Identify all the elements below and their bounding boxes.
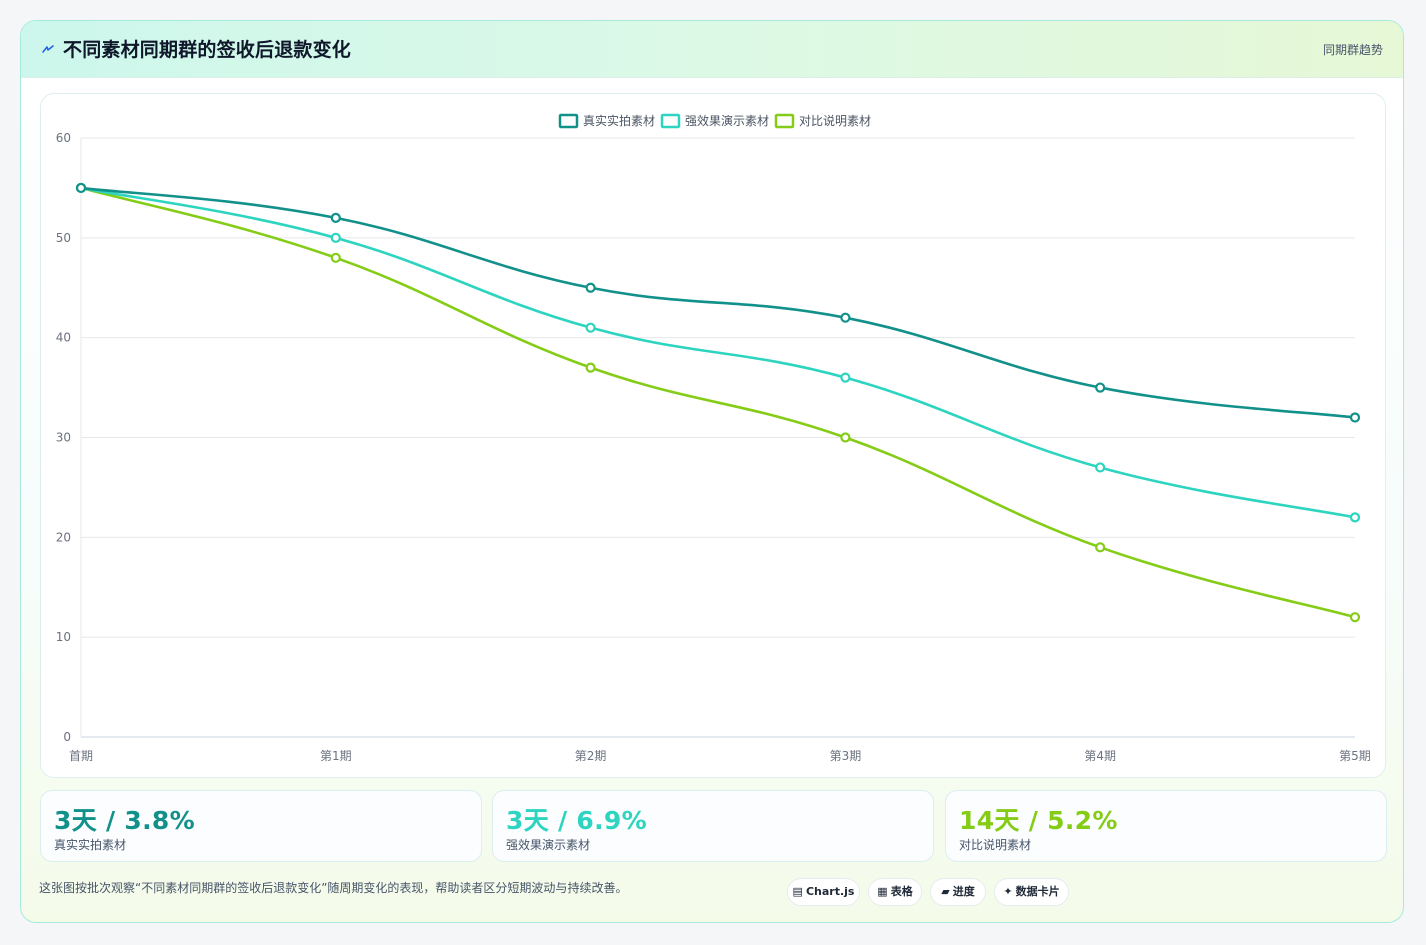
legend-swatch bbox=[774, 113, 795, 129]
chart-icon: ▤ bbox=[792, 885, 803, 898]
data-point bbox=[330, 232, 341, 243]
x-tick-label: 首期 bbox=[69, 749, 93, 763]
legend-swatch bbox=[660, 113, 681, 129]
badge-data-card[interactable]: ✦ 数据卡片 bbox=[994, 878, 1069, 906]
card-header: 不同素材同期群的签收后退款变化 同期群趋势 bbox=[21, 21, 1403, 78]
data-point bbox=[1095, 462, 1106, 473]
badge-label: Chart.js bbox=[805, 885, 855, 898]
data-point bbox=[330, 212, 341, 223]
progress-icon: ▰ bbox=[941, 885, 950, 898]
data-point bbox=[585, 282, 596, 293]
y-tick-label: 10 bbox=[56, 630, 71, 644]
y-tick-label: 50 bbox=[56, 231, 71, 245]
data-point bbox=[585, 362, 596, 373]
stat-card-compare: 14天 / 5.2% 对比说明素材 bbox=[945, 790, 1387, 862]
badge-progress[interactable]: ▰ 进度 bbox=[930, 878, 986, 906]
stat-value: 3天 / 3.8% bbox=[54, 806, 195, 835]
series-line bbox=[80, 186, 1356, 419]
badge-table[interactable]: ▦ 表格 bbox=[868, 878, 922, 906]
stat-card-demo: 3天 / 6.9% 强效果演示素材 bbox=[492, 790, 934, 862]
series-line bbox=[80, 186, 1356, 519]
badge-label: 进度 bbox=[952, 885, 975, 898]
data-point bbox=[1349, 612, 1361, 623]
y-tick-label: 0 bbox=[63, 730, 71, 744]
data-point bbox=[1095, 382, 1106, 393]
chart-title: 不同素材同期群的签收后退款变化 bbox=[63, 39, 352, 61]
badge-chartjs[interactable]: ▤ Chart.js bbox=[787, 878, 860, 906]
sparkle-icon: ✦ bbox=[1003, 885, 1013, 898]
stat-label: 强效果演示素材 bbox=[506, 838, 591, 852]
x-tick-label: 第4期 bbox=[1084, 749, 1116, 763]
x-tick-label: 第2期 bbox=[575, 749, 607, 763]
data-point bbox=[1349, 512, 1361, 523]
stat-card-real: 3天 / 3.8% 真实实拍素材 bbox=[40, 790, 482, 862]
legend-label: 对比说明素材 bbox=[799, 113, 871, 128]
chart-panel: 0 10 20 30 40 50 60 首期 第1期 第2期 第3期 第4期 第5期 真实实拍素材 强效果演… bbox=[40, 93, 1386, 778]
data-point bbox=[840, 372, 851, 383]
data-point bbox=[840, 432, 851, 443]
lightning-icon bbox=[42, 45, 54, 53]
data-point bbox=[75, 182, 87, 194]
legend-swatch bbox=[558, 113, 579, 129]
data-point bbox=[330, 252, 341, 263]
chart-card: 不同素材同期群的签收后退款变化 同期群趋势 0 10 20 30 40 50 60 首期 第1期… bbox=[20, 20, 1404, 923]
x-tick-label: 第3期 bbox=[830, 749, 862, 763]
legend-label: 真实实拍素材 bbox=[583, 113, 655, 128]
stat-value: 14天 / 5.2% bbox=[959, 806, 1118, 835]
stat-label: 真实实拍素材 bbox=[54, 838, 127, 852]
y-tick-label: 40 bbox=[56, 331, 71, 345]
badge-label: 数据卡片 bbox=[1015, 885, 1060, 898]
y-tick-label: 60 bbox=[56, 131, 71, 145]
y-tick-label: 20 bbox=[56, 530, 71, 544]
data-point bbox=[840, 312, 851, 323]
y-tick-label: 30 bbox=[56, 431, 71, 445]
trend-tag: 同期群趋势 bbox=[1322, 43, 1383, 57]
series-line bbox=[80, 186, 1356, 619]
chart-note: 这张图按批次观察“不同素材同期群的签收后退款变化”随周期变化的表现，帮助读者区分… bbox=[39, 881, 628, 895]
table-icon: ▦ bbox=[877, 885, 888, 898]
line-chart: 0 10 20 30 40 50 60 首期 第1期 第2期 第3期 第4期 第5期 真实实拍素材 强效果演… bbox=[56, 113, 1371, 763]
data-point bbox=[1349, 412, 1361, 423]
x-tick-label: 第1期 bbox=[320, 749, 352, 763]
data-point bbox=[585, 322, 596, 333]
badge-label: 表格 bbox=[890, 885, 913, 898]
data-point bbox=[1095, 542, 1106, 553]
stat-label: 对比说明素材 bbox=[959, 838, 1032, 852]
x-tick-label: 第5期 bbox=[1339, 749, 1371, 763]
stat-value: 3天 / 6.9% bbox=[506, 806, 647, 835]
legend-label: 强效果演示素材 bbox=[685, 113, 769, 128]
